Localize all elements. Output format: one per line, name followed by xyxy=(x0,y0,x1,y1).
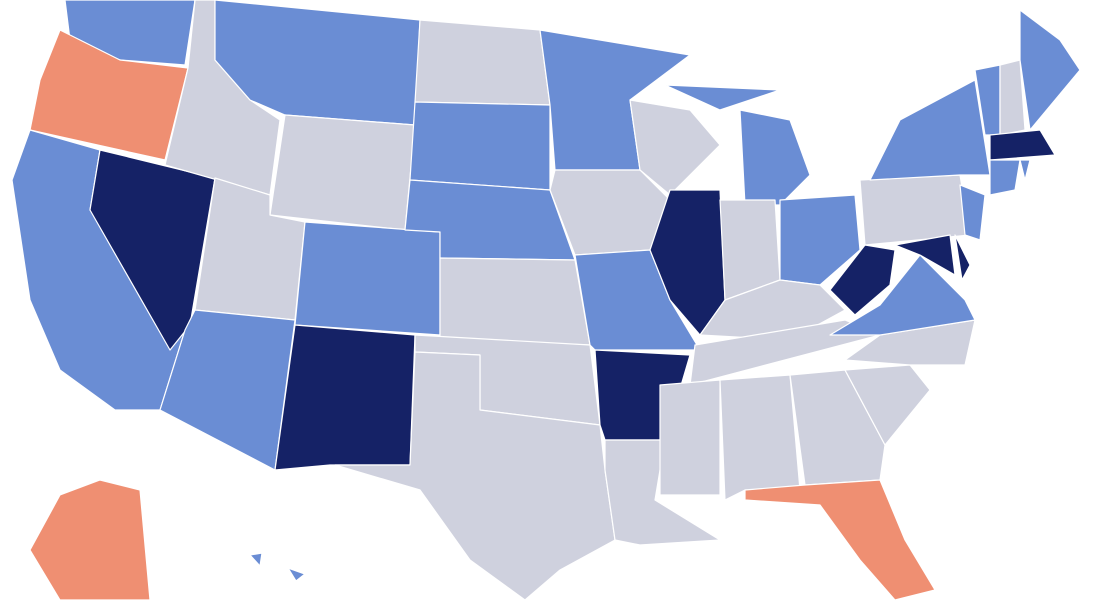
state xyxy=(29,29,189,161)
state xyxy=(414,19,551,106)
state xyxy=(29,479,151,600)
state xyxy=(739,109,811,206)
state xyxy=(409,101,551,191)
state xyxy=(999,59,1026,136)
state xyxy=(1019,9,1081,131)
state xyxy=(869,79,991,181)
state xyxy=(744,479,936,600)
state xyxy=(789,369,886,486)
state xyxy=(844,364,931,446)
state xyxy=(159,309,296,471)
state xyxy=(249,552,263,567)
state xyxy=(274,324,416,471)
state xyxy=(334,351,616,600)
state xyxy=(844,319,976,366)
state xyxy=(287,567,306,582)
state xyxy=(719,374,801,501)
state xyxy=(629,99,721,196)
state xyxy=(439,257,591,346)
state xyxy=(269,114,416,231)
state xyxy=(959,184,986,241)
state xyxy=(989,159,1021,196)
state xyxy=(829,254,976,336)
state xyxy=(829,244,896,316)
state xyxy=(664,84,781,111)
state xyxy=(659,379,721,496)
state xyxy=(294,221,441,336)
state xyxy=(1019,159,1031,181)
state xyxy=(779,194,861,286)
state xyxy=(954,234,971,281)
state xyxy=(989,129,1056,161)
state xyxy=(859,174,971,246)
state xyxy=(894,234,956,276)
